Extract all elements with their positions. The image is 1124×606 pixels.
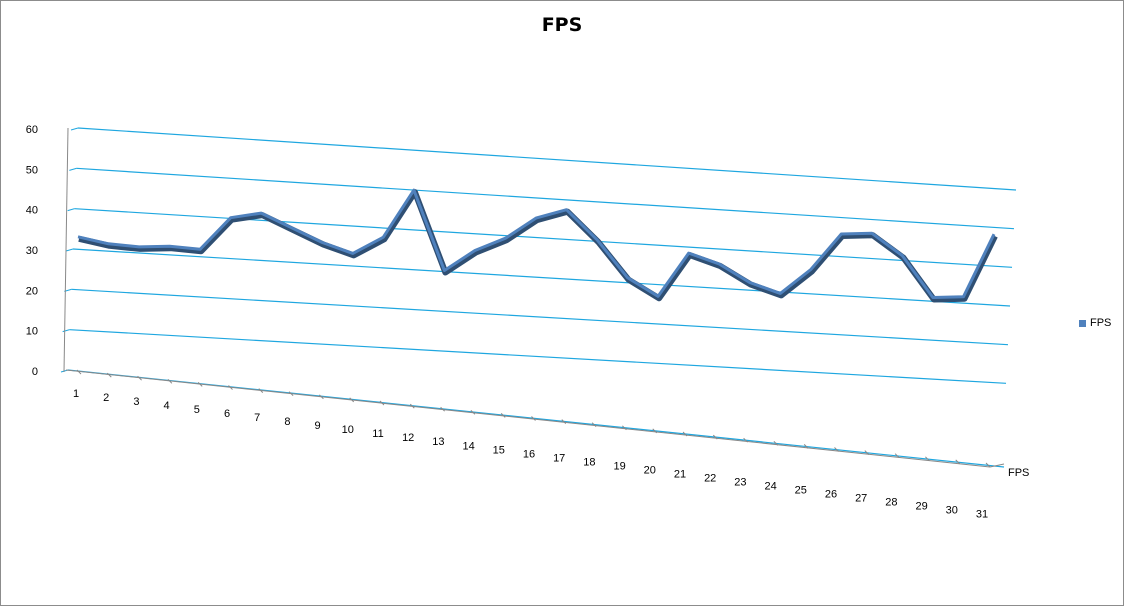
legend-label-fps: FPS: [1090, 317, 1112, 329]
gridline-tick-30: [65, 248, 74, 252]
legend: FPS: [1079, 317, 1111, 329]
x-tick-mark-21: [682, 431, 688, 437]
x-tick-mark-6: [228, 385, 233, 390]
x-tick-mark-31: [985, 462, 991, 468]
x-tick-label-6: 6: [224, 408, 230, 420]
x-tick-label-27: 27: [855, 493, 867, 505]
x-tick-mark-26: [834, 447, 839, 452]
x-tick-label-13: 13: [432, 436, 444, 448]
depth-axis-label: FPS: [1008, 467, 1029, 479]
x-tick-label-22: 22: [704, 472, 716, 484]
x-tick-label-7: 7: [254, 412, 260, 424]
y-tick-label-40: 40: [26, 205, 38, 217]
x-tick-label-11: 11: [372, 428, 383, 440]
x-tick-label-8: 8: [284, 416, 290, 428]
x-tick-mark-2: [106, 372, 112, 378]
gridline-tick-60: [70, 127, 79, 131]
x-tick-label-3: 3: [133, 396, 139, 408]
y-tick-label-10: 10: [26, 326, 38, 338]
x-tick-label-26: 26: [825, 489, 837, 501]
gridline-10: [69, 329, 1007, 384]
y-tick-label-30: 30: [26, 245, 38, 257]
x-tick-label-15: 15: [493, 444, 505, 456]
x-tick-label-17: 17: [553, 452, 565, 464]
gridline-tick-50: [69, 167, 77, 171]
x-tick-label-21: 21: [674, 468, 686, 480]
x-tick-mark-12: [409, 403, 415, 409]
x-tick-label-9: 9: [315, 420, 321, 432]
x-tick-label-28: 28: [885, 497, 897, 509]
x-tick-label-23: 23: [734, 476, 746, 488]
y-tick-label-0: 0: [32, 366, 38, 378]
x-tick-mark-23: [743, 437, 748, 443]
x-tick-mark-7: [258, 388, 264, 393]
x-tick-mark-20: [652, 428, 658, 434]
depth-axis-line: [989, 463, 1005, 468]
x-tick-label-19: 19: [613, 460, 625, 472]
x-tick-mark-29: [925, 456, 930, 462]
x-tick-label-25: 25: [795, 484, 807, 496]
x-tick-mark-5: [197, 382, 203, 387]
x-tick-mark-10: [349, 397, 355, 403]
gridline-60: [77, 127, 1017, 191]
x-tick-mark-30: [955, 459, 961, 465]
x-tick-label-10: 10: [342, 424, 354, 436]
x-tick-label-24: 24: [764, 480, 776, 492]
x-tick-label-4: 4: [164, 400, 170, 412]
x-tick-label-14: 14: [462, 440, 474, 452]
x-tick-mark-18: [591, 422, 597, 428]
x-tick-label-30: 30: [946, 505, 958, 517]
gridline-50: [76, 167, 1015, 230]
x-tick-label-5: 5: [194, 404, 200, 416]
series-fps-shadow: [78, 189, 998, 303]
series-fps-line: [77, 188, 996, 299]
gridline-tick-10: [62, 329, 70, 333]
y-axis-line: [63, 127, 69, 373]
x-tick-mark-3: [137, 375, 142, 381]
x-tick-mark-16: [531, 416, 536, 421]
x-tick-mark-9: [319, 394, 324, 400]
x-tick-mark-13: [440, 406, 445, 412]
x-tick-label-16: 16: [523, 448, 535, 460]
x-tick-label-29: 29: [915, 501, 927, 513]
x-tick-label-12: 12: [402, 432, 414, 444]
x-tick-mark-28: [894, 453, 900, 459]
y-tick-label-60: 60: [26, 124, 38, 136]
series-fps: [77, 188, 998, 303]
x-tick-mark-25: [803, 444, 809, 449]
gridline-tick-40: [67, 208, 75, 212]
x-tick-mark-17: [561, 419, 567, 424]
x-tick-mark-22: [712, 434, 718, 440]
x-tick-mark-14: [470, 409, 476, 415]
x-tick-mark-11: [379, 400, 385, 406]
x-tick-mark-27: [864, 450, 870, 455]
gridlines: [60, 127, 1017, 468]
x-tick-label-18: 18: [583, 456, 595, 468]
x-tick-mark-19: [622, 425, 627, 431]
y-tick-label-50: 50: [26, 164, 38, 176]
x-tick-label-31: 31: [976, 509, 988, 521]
x-tick-mark-24: [773, 440, 779, 446]
x-tick-mark-8: [288, 391, 294, 397]
legend-swatch-fps: [1079, 319, 1086, 327]
x-tick-mark-4: [167, 378, 173, 384]
x-tick-mark-15: [500, 413, 506, 418]
x-tick-label-20: 20: [644, 464, 656, 476]
x-tick-mark-1: [76, 369, 82, 375]
x-tick-label-1: 1: [73, 388, 79, 400]
gridline-30: [72, 248, 1011, 307]
y-tick-label-20: 20: [26, 285, 38, 297]
x-tick-label-2: 2: [103, 392, 109, 404]
x-axis-line: [65, 369, 991, 468]
chart-title: FPS: [541, 14, 583, 36]
gridline-20: [71, 288, 1009, 346]
